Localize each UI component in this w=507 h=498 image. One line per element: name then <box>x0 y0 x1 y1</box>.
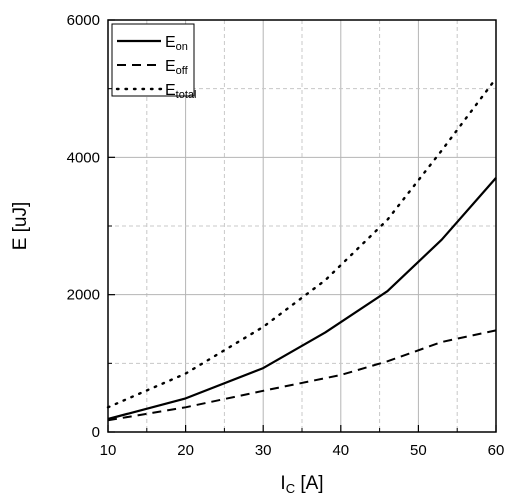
curves <box>106 77 498 422</box>
x-tick-label: 40 <box>332 442 349 459</box>
legend-label-on: Eon <box>165 34 188 53</box>
legend-label-total: Etotal <box>165 82 196 101</box>
x-tick-label: 50 <box>410 442 427 459</box>
axis-ticks <box>107 19 497 433</box>
y-axis-label: E [uJ] <box>10 202 31 251</box>
legend-label-off: Eoff <box>165 58 189 77</box>
legend-box <box>111 23 195 97</box>
x-tick-label: 20 <box>177 442 194 459</box>
y-tick-label: 0 <box>92 424 100 441</box>
y-tick-label: 2000 <box>67 287 100 304</box>
x-axis-label: IC [A] <box>280 473 323 496</box>
series-line-off <box>107 329 497 422</box>
series-line-total <box>106 77 498 409</box>
series-line-on <box>107 177 497 421</box>
tick-labels: 10 20 30 40 50 60 0 2000 4000 6000 <box>67 12 505 459</box>
y-tick-label: 6000 <box>67 12 100 29</box>
x-tick-label: 60 <box>488 442 505 459</box>
y-tick-label: 4000 <box>67 149 100 166</box>
legend: Eon Eoff Etotal <box>111 23 196 101</box>
x-tick-label: 10 <box>100 442 117 459</box>
x-tick-label: 30 <box>255 442 272 459</box>
